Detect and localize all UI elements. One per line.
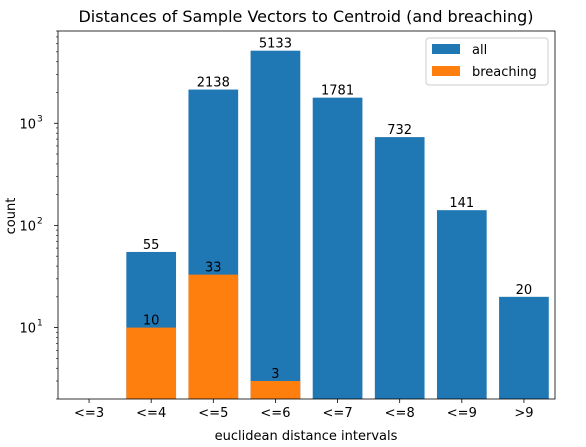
bar-all-<=8 xyxy=(374,137,425,399)
x-tick-label-<=5: <=5 xyxy=(198,406,228,421)
data-label-all-<=5: 2138 xyxy=(197,76,230,91)
x-tick-label-<=6: <=6 xyxy=(260,406,290,421)
x-tick-label-<=3: <=3 xyxy=(74,406,104,421)
legend-swatch-all xyxy=(432,44,460,54)
y-tick-label-1000: 10 xyxy=(19,117,36,132)
legend-label-breaching: breaching xyxy=(472,65,537,80)
bar-all->9 xyxy=(499,296,549,399)
plot-frame xyxy=(57,30,556,400)
legend-label-all: all xyxy=(472,43,487,58)
y-tick-exponent-10: 1 xyxy=(37,319,43,329)
y-tick-exponent-1000: 3 xyxy=(37,114,43,124)
bar-all-<=9 xyxy=(436,210,487,399)
data-label-breaching-<=6: 3 xyxy=(271,367,279,382)
bar-all-<=6 xyxy=(250,50,301,399)
y-axis-label: count xyxy=(4,198,19,235)
x-axis-label: euclidean distance intervals xyxy=(215,429,398,444)
x-tick-label-<=7: <=7 xyxy=(323,406,353,421)
y-tick-label-100: 10 xyxy=(19,219,36,234)
data-label-all-<=6: 5133 xyxy=(259,37,292,52)
y-tick-label-10: 10 xyxy=(19,322,36,337)
bar-all-<=7 xyxy=(312,97,363,400)
legend: all breaching xyxy=(425,37,549,86)
data-label-breaching-<=4: 10 xyxy=(143,314,160,329)
data-label-all-<=7: 1781 xyxy=(321,84,354,99)
bars-layer xyxy=(126,50,549,400)
bar-breaching-<=5 xyxy=(188,274,239,399)
x-tick-label-<=9: <=9 xyxy=(447,406,477,421)
x-tick-label-<=8: <=8 xyxy=(385,406,415,421)
bar-breaching-<=4 xyxy=(126,327,177,399)
data-label-all-<=8: 732 xyxy=(387,123,412,138)
data-label-all-<=9: 141 xyxy=(449,196,474,211)
chart-title: Distances of Sample Vectors to Centroid … xyxy=(78,7,533,26)
x-tick-label-<=4: <=4 xyxy=(136,406,166,421)
data-label-all->9: 20 xyxy=(516,283,533,298)
y-tick-exponent-100: 2 xyxy=(37,216,43,226)
data-label-breaching-<=5: 33 xyxy=(205,261,222,276)
data-label-all-<=4: 55 xyxy=(143,238,160,253)
legend-swatch-breaching xyxy=(432,66,460,76)
x-tick-label->9: >9 xyxy=(514,406,533,421)
bar-breaching-<=6 xyxy=(250,381,301,399)
